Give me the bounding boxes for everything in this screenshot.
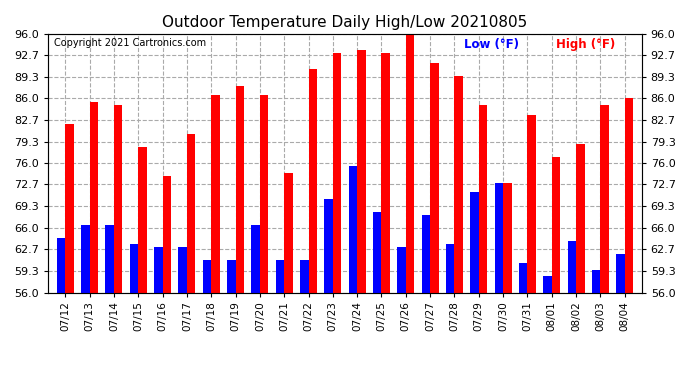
Bar [333,53,342,292]
Bar [422,215,430,292]
Bar [235,86,244,292]
Bar [106,225,114,292]
Bar [527,115,536,292]
Bar [251,225,260,292]
Bar [382,53,390,292]
Text: Copyright 2021 Cartronics.com: Copyright 2021 Cartronics.com [55,38,206,48]
Bar [479,105,487,292]
Bar [81,225,90,292]
Bar [324,199,333,292]
Bar [576,144,584,292]
Bar [348,166,357,292]
Bar [227,260,235,292]
Bar [543,276,552,292]
Text: Low (°F): Low (°F) [464,38,519,51]
Bar [373,211,382,292]
Bar [446,244,455,292]
Bar [57,237,66,292]
Bar [495,183,503,292]
Bar [276,260,284,292]
Bar [552,157,560,292]
Bar [203,260,211,292]
Bar [616,254,624,292]
Bar [163,176,171,292]
Bar [357,50,366,292]
Bar [471,192,479,292]
Bar [66,124,74,292]
Bar [430,63,439,292]
Bar [592,270,600,292]
Bar [260,95,268,292]
Bar [284,173,293,292]
Bar [154,247,163,292]
Bar [600,105,609,292]
Bar [503,183,511,292]
Bar [455,76,463,292]
Bar [568,241,576,292]
Bar [114,105,123,292]
Bar [179,247,187,292]
Bar [624,99,633,292]
Bar [90,102,98,292]
Bar [300,260,308,292]
Bar [308,69,317,292]
Bar [397,247,406,292]
Title: Outdoor Temperature Daily High/Low 20210805: Outdoor Temperature Daily High/Low 20210… [162,15,528,30]
Text: High (°F): High (°F) [555,38,615,51]
Bar [406,34,414,292]
Bar [519,263,527,292]
Bar [138,147,147,292]
Bar [211,95,219,292]
Bar [130,244,138,292]
Bar [187,134,195,292]
